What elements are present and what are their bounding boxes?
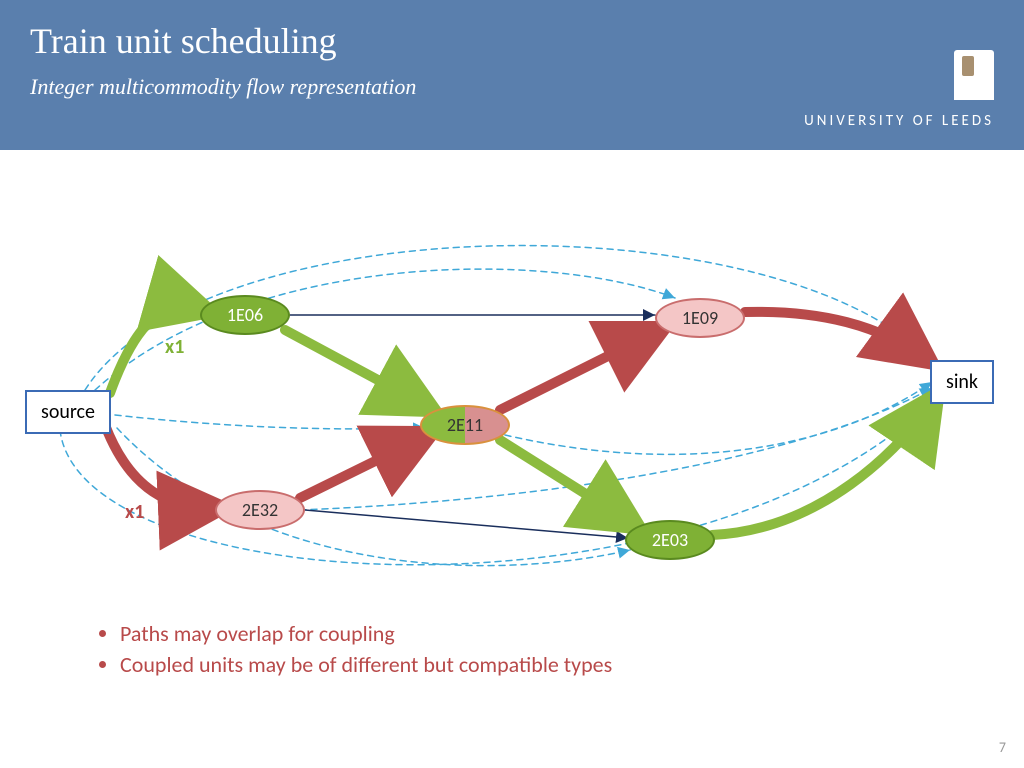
node-2E03: 2E03 [625,520,715,560]
bullet-item: Coupled units may be of different but co… [120,651,612,678]
bullet-list: Paths may overlap for coupling Coupled u… [100,620,612,682]
bullet-item: Paths may overlap for coupling [120,620,612,647]
node-1E06: 1E06 [200,295,290,335]
flow-label: x1 [125,500,144,524]
flow-label: x1 [165,335,184,359]
node-sink: sink [930,360,994,404]
university-name: UNIVERSITY OF LEEDS [804,112,994,130]
leeds-tower-icon [954,50,994,100]
node-2E11: 2E11 [420,405,510,445]
node-source: source [25,390,111,434]
slide-header: Train unit scheduling Integer multicommo… [0,0,1024,150]
university-logo: UNIVERSITY OF LEEDS [804,50,994,130]
page-number: 7 [999,739,1006,756]
node-2E32: 2E32 [215,490,305,530]
diagram-edges [0,150,1024,600]
flow-diagram: source sink 1E06 2E32 2E11 1E09 2E03 x1 x1 [0,150,1024,600]
node-1E09: 1E09 [655,298,745,338]
